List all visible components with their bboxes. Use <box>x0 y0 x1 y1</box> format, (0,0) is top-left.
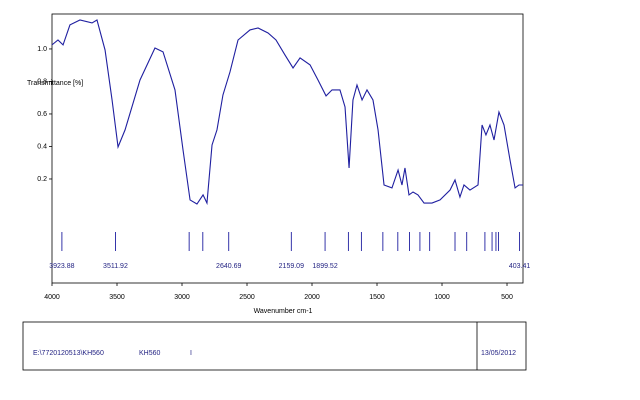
x-tick-label: 1000 <box>434 294 450 301</box>
x-tick-label: 2500 <box>239 294 255 301</box>
x-tick-label: 500 <box>501 294 513 301</box>
peak-label: 3511.92 <box>103 263 128 270</box>
y-tick-label: 0.8 <box>37 78 47 85</box>
y-tick-label: 0.4 <box>37 143 47 150</box>
x-tick-label: 1500 <box>369 294 385 301</box>
footer-date: 13/05/2012 <box>481 350 516 357</box>
peak-label: 2640.69 <box>216 263 241 270</box>
spectrum-line <box>51 19 523 206</box>
footer-file: E:\7720120513\KH560 <box>33 350 104 357</box>
y-tick-label: 0.6 <box>37 111 47 118</box>
y-axis-label: Transmittance [%] <box>27 80 83 87</box>
peak-label: 2159.09 <box>279 263 304 270</box>
peak-label: 1899.52 <box>312 263 337 270</box>
x-tick-label: 3500 <box>109 294 125 301</box>
x-tick-label: 3000 <box>174 294 190 301</box>
y-tick-label: 1.0 <box>37 46 47 53</box>
footer-mark: I <box>190 350 192 357</box>
x-axis-label: Wavenumber cm-1 <box>254 308 313 315</box>
peak-label: 403.41 <box>509 263 531 270</box>
x-tick-label: 4000 <box>44 294 60 301</box>
x-tick-label: 2000 <box>304 294 320 301</box>
footer-box <box>22 321 527 371</box>
footer-sample: KH560 <box>139 350 161 357</box>
plot-frame <box>51 13 524 284</box>
peak-label: 3923.88 <box>49 263 74 270</box>
y-tick-label: 0.2 <box>37 176 47 183</box>
